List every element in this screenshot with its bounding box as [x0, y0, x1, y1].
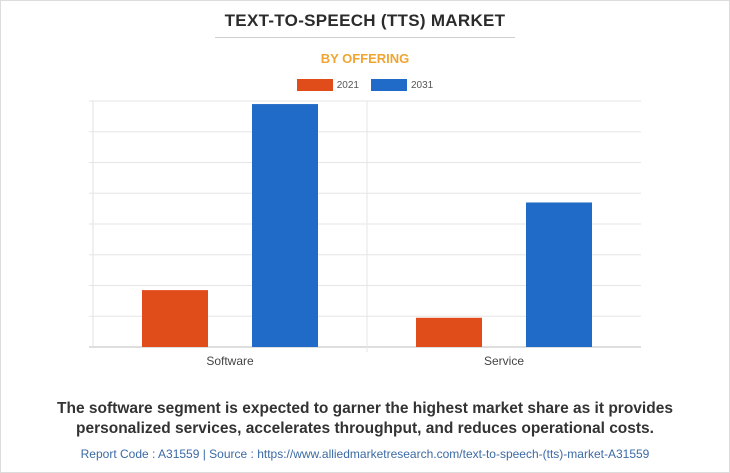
bar-service-2021 [416, 317, 482, 347]
bar-service-2031 [526, 202, 592, 347]
source-footer: Report Code : A31559 | Source : https://… [80, 447, 650, 461]
chart-subtitle: BY OFFERING [320, 51, 410, 66]
bar-software-2031 [252, 104, 318, 347]
title-divider [215, 37, 515, 38]
legend: 2021 2031 [0, 79, 730, 91]
bar-software-2021 [142, 290, 208, 347]
legend-item-2031: 2031 [371, 79, 433, 91]
legend-item-2021: 2021 [296, 79, 359, 91]
legend-label-2031: 2031 [411, 79, 434, 91]
chart-title: TEXT-TO-SPEECH (TTS) MARKET [224, 11, 506, 30]
chart-caption: The software segment is expected to garn… [57, 400, 673, 437]
legend-label-2021: 2021 [336, 79, 359, 91]
legend-swatch-2031 [371, 79, 407, 91]
legend-swatch-2021 [296, 79, 333, 91]
x-tick-label: Service [484, 354, 524, 368]
x-tick-label: Software [206, 354, 254, 368]
